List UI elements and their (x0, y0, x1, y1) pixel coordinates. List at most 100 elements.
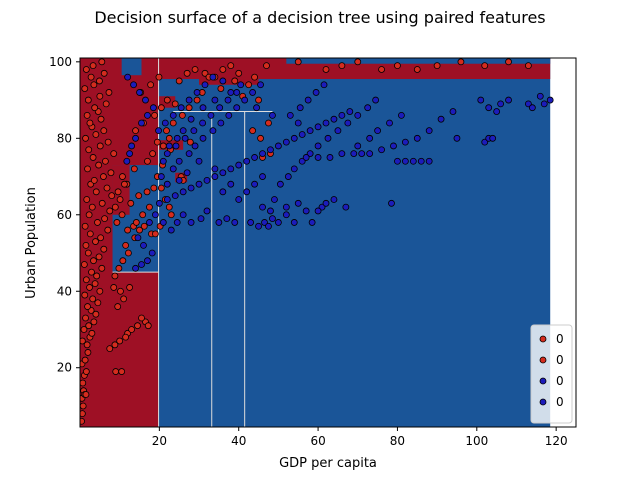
data-point-blue (136, 89, 143, 96)
data-point-red (457, 58, 465, 66)
data-point-blue (294, 119, 302, 127)
x-axis-label: GDP per capita (279, 456, 377, 471)
data-point-red (82, 391, 90, 398)
data-point-blue (372, 96, 380, 104)
data-point-blue (171, 192, 179, 200)
data-point-blue (185, 150, 193, 157)
data-point-red (185, 104, 193, 112)
axes: 20 40 60 80 100 120 20 40 60 80 100 (49, 55, 577, 448)
data-point-blue (350, 150, 358, 157)
data-point-blue (274, 142, 282, 150)
data-point-red (88, 203, 96, 211)
data-point-red (94, 299, 102, 307)
data-point-blue (290, 134, 298, 142)
data-point-red (108, 192, 116, 200)
data-point-blue (386, 119, 393, 127)
data-point-red (93, 272, 101, 280)
data-point-blue (294, 199, 302, 207)
data-point-blue (215, 219, 223, 226)
data-point-blue (209, 127, 217, 135)
plot-area (80, 58, 554, 427)
data-point-red (159, 142, 167, 150)
data-point-red (153, 138, 161, 146)
data-point-blue (546, 96, 554, 104)
data-point-blue (144, 257, 151, 265)
data-point-red (82, 134, 89, 142)
data-point-red (122, 333, 130, 341)
data-point-blue (366, 134, 374, 142)
data-point-blue (203, 207, 211, 215)
data-point-blue (138, 261, 145, 268)
data-point-red (116, 196, 124, 203)
data-point-red (263, 62, 270, 70)
data-point-red (122, 241, 130, 249)
data-point-red (175, 77, 183, 85)
data-point-red (144, 157, 151, 165)
data-point-red (84, 249, 92, 257)
y-tick-label: 80 (57, 131, 72, 145)
data-point-red (101, 157, 109, 165)
data-point-blue (197, 215, 205, 223)
data-point-blue (231, 219, 239, 226)
data-point-blue (207, 111, 215, 119)
data-point-blue (334, 127, 342, 135)
data-point-blue (413, 134, 421, 142)
data-point-blue (259, 203, 266, 211)
data-point-red (86, 119, 94, 127)
data-point-blue (235, 196, 243, 203)
data-point-red (255, 96, 262, 104)
data-point-blue (251, 154, 258, 161)
data-point-red (113, 219, 121, 226)
data-point-red (124, 226, 132, 234)
data-point-blue (425, 157, 433, 165)
data-point-blue (312, 89, 320, 96)
decision-region-blue (121, 58, 142, 76)
data-point-red (80, 261, 88, 268)
data-point-red (82, 314, 89, 322)
data-point-red (114, 188, 122, 196)
data-point-blue (314, 142, 322, 150)
data-point-red (183, 69, 191, 77)
data-point-blue (505, 96, 512, 104)
data-point-red (82, 241, 90, 249)
data-point-blue (274, 219, 282, 226)
data-point-red (100, 245, 108, 253)
data-point-blue (437, 115, 445, 123)
data-point-red (96, 92, 104, 100)
data-point-red (96, 77, 103, 85)
data-point-red (92, 238, 99, 245)
data-point-red (524, 62, 532, 70)
data-point-blue (374, 127, 382, 135)
data-point-blue (314, 123, 322, 131)
data-point-red (94, 219, 101, 226)
data-point-blue (150, 104, 157, 112)
data-point-blue (249, 89, 257, 96)
data-point-blue (227, 180, 235, 188)
data-point-red (127, 199, 135, 207)
data-point-blue (163, 150, 171, 157)
data-point-red (151, 111, 158, 119)
data-point-blue (187, 219, 195, 226)
data-point-blue (302, 154, 310, 161)
data-point-red (100, 173, 107, 180)
data-point-red (92, 188, 100, 196)
data-point-red (80, 410, 86, 418)
data-point-blue (298, 131, 306, 138)
x-tick-label: 20 (152, 434, 167, 448)
data-point-red (117, 287, 124, 295)
legend-box (530, 324, 573, 424)
data-point-blue (211, 173, 219, 180)
data-point-blue (181, 134, 189, 142)
data-point-red (150, 184, 158, 192)
data-point-blue (269, 111, 276, 119)
data-point-blue (243, 188, 251, 196)
legend-label: 0 (556, 395, 564, 409)
data-point-red (83, 196, 91, 203)
data-point-blue (140, 241, 147, 249)
data-point-red (245, 81, 253, 89)
data-point-blue (425, 127, 433, 135)
data-point-red (84, 303, 91, 310)
legend-marker-red (539, 356, 547, 364)
data-point-blue (172, 142, 180, 150)
data-point-blue (138, 119, 145, 127)
